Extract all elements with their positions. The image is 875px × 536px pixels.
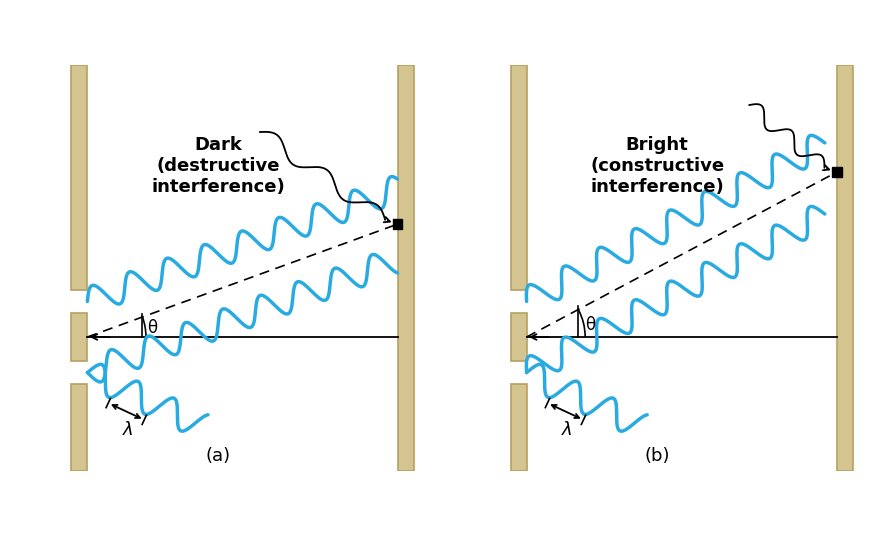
Bar	[511, 65, 527, 290]
Bar	[511, 313, 527, 361]
Text: (b): (b)	[644, 446, 670, 465]
Text: λ: λ	[563, 421, 573, 438]
Bar	[837, 65, 853, 471]
Bar	[72, 65, 88, 290]
Bar	[393, 219, 402, 229]
Bar	[72, 384, 88, 471]
Text: θ: θ	[585, 316, 596, 334]
Text: λ: λ	[123, 421, 134, 438]
Text: Dark
(destructive
interference): Dark (destructive interference)	[151, 136, 284, 196]
Bar	[832, 167, 842, 176]
Text: Bright
(constructive
interference): Bright (constructive interference)	[590, 136, 724, 196]
Bar	[72, 313, 88, 361]
Text: (a): (a)	[206, 446, 230, 465]
Text: θ: θ	[147, 318, 157, 337]
Bar	[398, 65, 414, 471]
Bar	[511, 384, 527, 471]
